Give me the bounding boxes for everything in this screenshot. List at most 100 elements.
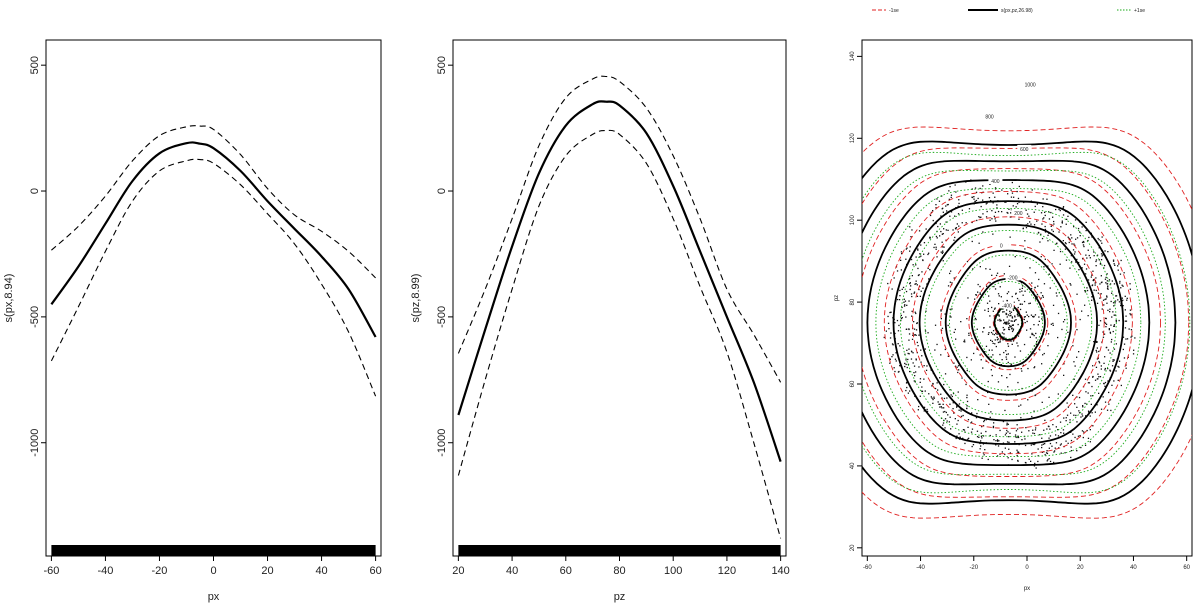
data-point	[993, 334, 996, 336]
data-point	[933, 397, 935, 399]
data-point	[994, 196, 996, 198]
y-axis-label: s(px,8.94)	[3, 274, 15, 323]
data-point	[990, 339, 992, 341]
data-point	[896, 298, 899, 301]
data-point	[1003, 351, 1005, 354]
data-point	[1061, 328, 1063, 331]
data-point	[1024, 257, 1027, 260]
data-point	[989, 268, 991, 270]
data-point	[926, 365, 928, 367]
data-point	[1005, 313, 1007, 316]
data-point	[906, 304, 908, 306]
data-point	[1104, 381, 1107, 384]
data-point	[949, 389, 951, 391]
data-point	[890, 311, 892, 313]
data-point	[1104, 385, 1106, 387]
data-point	[1033, 316, 1035, 318]
data-point	[1003, 328, 1006, 331]
data-point	[909, 250, 911, 252]
data-point	[1018, 451, 1020, 454]
data-point	[912, 352, 914, 354]
data-point	[1059, 444, 1062, 446]
contour-label: -400	[1002, 303, 1012, 309]
data-point	[1105, 317, 1107, 320]
data-point	[1095, 277, 1097, 279]
data-point	[999, 341, 1001, 343]
data-point	[997, 445, 1000, 447]
data-point	[1002, 420, 1005, 423]
data-point	[1104, 369, 1106, 371]
data-point	[992, 202, 994, 204]
data-point	[917, 345, 919, 347]
data-point	[905, 316, 907, 318]
data-point	[1091, 236, 1093, 238]
data-point	[1002, 326, 1004, 329]
data-point	[892, 354, 894, 356]
data-point	[1011, 317, 1014, 319]
data-point	[980, 445, 982, 447]
contour-fit	[970, 278, 1046, 368]
data-point	[1057, 393, 1059, 395]
data-point	[1048, 211, 1050, 213]
data-point	[1044, 231, 1047, 233]
data-point	[1091, 412, 1093, 414]
x-tick-label: 40	[315, 565, 327, 577]
data-point	[996, 207, 998, 209]
data-point	[968, 332, 970, 334]
data-point	[1091, 299, 1093, 301]
data-point	[928, 278, 930, 280]
y-tick-label: 60	[850, 380, 856, 387]
data-point	[953, 412, 955, 414]
data-point	[1016, 297, 1019, 300]
data-point	[1021, 439, 1023, 441]
data-point	[992, 426, 994, 429]
data-point	[1124, 309, 1126, 311]
data-point	[928, 252, 930, 254]
data-point	[1006, 322, 1008, 324]
data-point	[1036, 293, 1039, 296]
data-point	[1057, 435, 1060, 437]
data-point	[942, 233, 944, 235]
data-point	[1021, 290, 1023, 292]
data-point	[911, 295, 913, 298]
data-point	[1085, 221, 1087, 223]
data-point	[1044, 211, 1046, 213]
confidence-band-line	[51, 125, 376, 279]
data-point	[916, 295, 919, 297]
data-point	[1059, 421, 1062, 423]
data-point	[1032, 333, 1034, 336]
data-point	[1006, 316, 1008, 318]
data-point	[983, 419, 986, 421]
data-point	[1134, 337, 1136, 339]
data-point	[1080, 416, 1082, 418]
data-point	[991, 210, 993, 212]
data-point	[1071, 237, 1073, 239]
data-point	[904, 362, 906, 365]
data-point	[1083, 241, 1085, 243]
data-point	[1037, 460, 1039, 463]
data-point	[932, 383, 934, 385]
data-point	[993, 308, 996, 310]
data-point	[1010, 212, 1012, 214]
data-point	[939, 235, 941, 237]
data-point	[1009, 310, 1011, 312]
data-point	[1031, 287, 1033, 290]
data-point	[984, 449, 986, 451]
data-point	[949, 272, 951, 275]
data-point	[1102, 331, 1104, 333]
data-point	[949, 315, 951, 317]
data-point	[1088, 254, 1090, 257]
data-point	[1034, 443, 1036, 445]
data-point	[987, 391, 989, 394]
data-point	[1002, 308, 1004, 310]
data-point	[1056, 242, 1058, 244]
data-point	[982, 443, 985, 445]
data-point	[892, 344, 894, 346]
data-point	[1022, 227, 1024, 229]
data-point	[1024, 290, 1026, 292]
data-point	[926, 408, 928, 411]
data-point	[988, 295, 990, 297]
smooth-curve	[457, 100, 782, 462]
data-point	[966, 260, 969, 263]
data-point	[1070, 255, 1072, 257]
